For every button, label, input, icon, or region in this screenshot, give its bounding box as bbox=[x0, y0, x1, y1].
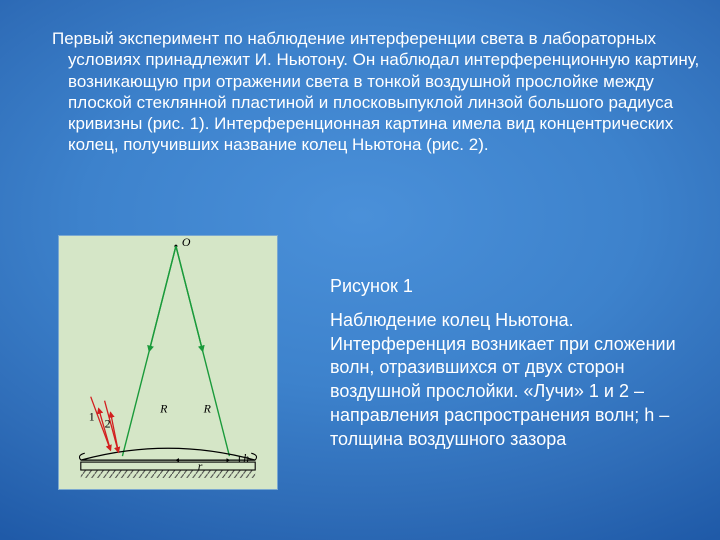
radius-arrow-left bbox=[149, 246, 176, 351]
caption-body: Наблюдение колец Ньютона. Интерференция … bbox=[330, 309, 680, 452]
lens-outline bbox=[81, 448, 255, 460]
figure-1: O R R bbox=[58, 235, 278, 490]
figure-frame: O R R bbox=[58, 235, 278, 490]
glass-plate bbox=[81, 462, 255, 470]
caption-title: Рисунок 1 bbox=[330, 275, 680, 299]
figure-svg: O R R bbox=[59, 236, 277, 489]
figure-caption: Рисунок 1 Наблюдение колец Ньютона. Инте… bbox=[330, 275, 680, 451]
ray-2-out bbox=[111, 413, 119, 453]
label-ray-1: 1 bbox=[89, 409, 95, 423]
label-r-right: R bbox=[203, 402, 212, 416]
label-o: O bbox=[182, 236, 191, 249]
label-r-left: R bbox=[159, 402, 168, 416]
radius-arrow-right bbox=[176, 246, 203, 351]
label-r-small: r bbox=[198, 459, 203, 473]
slide: Первый эксперимент по наблюдение интерфе… bbox=[0, 0, 720, 540]
label-ray-2: 2 bbox=[105, 416, 111, 430]
label-h: h bbox=[243, 451, 249, 465]
main-paragraph: Первый эксперимент по наблюдение интерфе… bbox=[34, 28, 718, 156]
hatched-base bbox=[81, 470, 255, 478]
